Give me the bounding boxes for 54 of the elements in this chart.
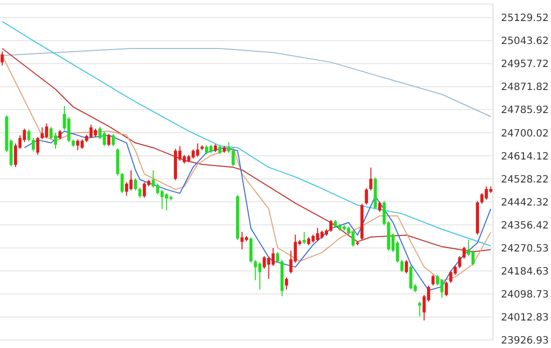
candlestick [138,187,142,198]
candlestick [107,134,110,147]
candlestick [458,256,462,269]
line-series [2,48,492,118]
line-series [24,130,492,291]
y-tick-label: 24356.42 [501,220,549,232]
candlestick [76,138,80,151]
y-tick-label: 24098.73 [501,289,549,300]
candlestick [258,262,262,290]
candlestick [276,252,280,264]
y-tick-label: 24442.32 [501,197,549,208]
candlestick [129,170,133,191]
candlestick [67,116,70,143]
candlestick [302,231,306,244]
candlestick [40,126,44,140]
candlestick [418,301,422,317]
candlestick [58,130,62,140]
y-tick-label: 25043.62 [501,36,549,48]
y-tick-label: 24270.53 [501,243,549,254]
candlestick [54,132,58,150]
y-tick-label: 24012.83 [501,312,549,324]
y-tick-label: 24528.22 [501,174,549,186]
candlestick [400,260,404,273]
candlestick [32,138,35,152]
candlestick [444,281,448,297]
y-tick-label: 24785.92 [501,105,549,116]
candlestick [369,167,372,191]
y-tick-label: 24871.82 [501,82,549,94]
candlestick [240,231,244,250]
candlestick [249,236,252,264]
y-tick-label: 24700.02 [501,128,549,140]
candlestick [329,219,332,232]
candlestick [364,188,368,206]
y-tick-label: 23926.93 [501,336,549,347]
candlestick [378,201,382,212]
candlestick [440,278,444,298]
candlestick [0,50,4,66]
candlestick [462,246,466,260]
candlestick [89,124,93,139]
candlestick [431,274,435,286]
candlestick [284,277,288,290]
candlestick [27,128,30,142]
y-tick-label: 24614.12 [501,151,549,162]
candlestick [102,131,106,147]
candlestick [112,134,115,147]
candlestick [471,250,475,266]
candlestick [36,136,40,156]
candlestick [125,182,128,196]
candlestick [134,178,138,191]
candlestick [404,260,408,274]
y-tick-label: 25129.52 [501,13,549,24]
y-tick-label: 24957.72 [501,59,549,70]
candlestick [120,172,124,194]
y-tick-label: 24184.63 [501,266,549,278]
